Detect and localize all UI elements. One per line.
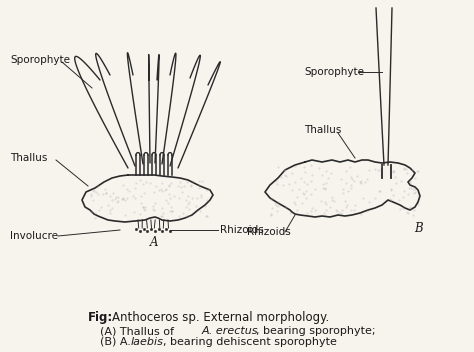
Text: , bearing dehiscent sporophyte: , bearing dehiscent sporophyte: [163, 337, 337, 347]
Text: Rhizoids: Rhizoids: [220, 225, 264, 235]
Text: A: A: [150, 235, 158, 249]
Text: B: B: [414, 221, 422, 234]
Text: Fig:: Fig:: [88, 311, 113, 324]
Text: Sporophyte: Sporophyte: [10, 55, 70, 65]
Text: (B) A.: (B) A.: [100, 337, 134, 347]
Text: laebis: laebis: [131, 337, 164, 347]
Text: Sporophyte: Sporophyte: [304, 67, 364, 77]
Text: Thallus: Thallus: [304, 125, 341, 135]
Text: Anthoceros sp. External morphology.: Anthoceros sp. External morphology.: [112, 311, 329, 324]
Text: (A) Thallus of: (A) Thallus of: [100, 326, 177, 336]
Text: A. erectus: A. erectus: [202, 326, 258, 336]
Text: Rhizoids: Rhizoids: [247, 227, 291, 237]
Text: , bearing sporophyte;: , bearing sporophyte;: [256, 326, 375, 336]
Text: Thallus: Thallus: [10, 153, 47, 163]
Text: Involucre: Involucre: [10, 231, 58, 241]
